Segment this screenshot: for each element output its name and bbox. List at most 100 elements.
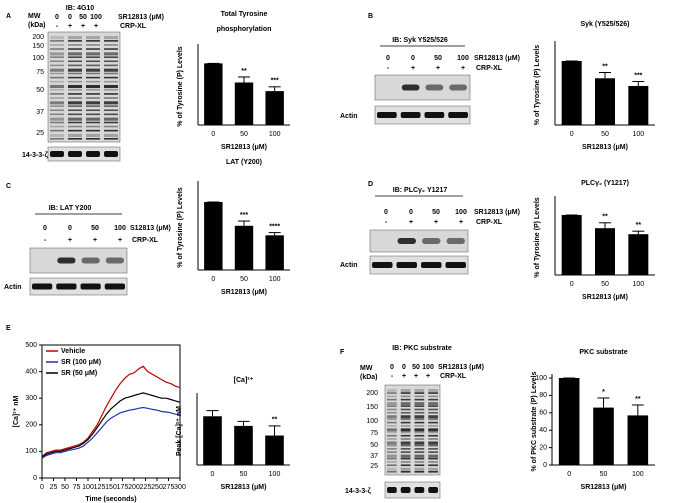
blot-band: [428, 425, 438, 427]
mw-unit: (kDa): [360, 374, 378, 381]
x-axis-label: SR12813 (μM): [221, 289, 267, 296]
blot-band: [104, 93, 118, 95]
x-tick-label: 50: [601, 281, 609, 288]
x-tick-label: 50: [600, 471, 608, 478]
loading-band: [372, 262, 393, 268]
blot-band: [68, 64, 82, 67]
blot-band: [428, 395, 438, 398]
blot-band: [387, 441, 397, 445]
treatment-label: SR12813 (μM): [474, 55, 520, 62]
stim-label: +: [426, 373, 430, 380]
blot-band: [425, 84, 444, 91]
bar: [204, 202, 223, 270]
blot-band: [400, 471, 411, 473]
blot-band: [50, 60, 64, 63]
blot-band: [414, 441, 425, 445]
bar: [627, 415, 649, 465]
bar: [561, 61, 582, 125]
blot-band: [400, 411, 411, 414]
blot-band: [68, 60, 82, 63]
blot-band: [50, 68, 64, 72]
blot-band: [400, 454, 411, 458]
y-tick-label: 20: [539, 444, 547, 451]
significance: ****: [269, 223, 280, 230]
blot-band: [104, 121, 118, 124]
blot-band: [68, 105, 82, 107]
blot-band: [414, 411, 425, 414]
blot-band: [104, 44, 118, 46]
y-axis-label: Peak [Ca]²⁺ nM: [176, 406, 183, 456]
blot-band: [414, 389, 425, 393]
blot-band: [50, 93, 64, 95]
x-tick-label: 175: [117, 484, 129, 491]
blot-band: [105, 257, 124, 264]
blot-band: [68, 84, 82, 89]
blot-band: [428, 428, 438, 432]
loading-band: [104, 151, 118, 157]
bar: [234, 425, 253, 465]
blot-band: [104, 76, 118, 79]
y-tick-label: 500: [25, 342, 37, 349]
bar: [203, 416, 222, 465]
bar: [265, 91, 284, 125]
x-tick-label: 100: [269, 131, 281, 138]
blot-band: [86, 133, 100, 138]
blot-band: [86, 68, 100, 72]
blot-band: [414, 471, 425, 473]
loading-label: 14-3-3-ζ: [22, 152, 49, 159]
blot-band: [68, 133, 82, 138]
error-bar: [268, 86, 281, 92]
blot-band: [400, 434, 411, 437]
blot-band: [428, 418, 438, 421]
stim-label: +: [93, 237, 97, 244]
y-tick-label: 100: [25, 448, 37, 455]
blot-band: [50, 97, 64, 99]
blot-band: [86, 40, 100, 42]
blot-band: [387, 471, 397, 473]
blot-band: [414, 461, 425, 463]
mw-marker: 50: [370, 442, 378, 449]
x-tick-label: 0: [211, 471, 215, 478]
blot-band: [68, 80, 82, 83]
lane-label: 100: [455, 209, 467, 216]
blot-band: [104, 117, 118, 121]
y-tick-label: 400: [25, 368, 37, 375]
blot-band: [414, 405, 425, 407]
y-tick-label: 200: [25, 422, 37, 429]
x-tick-label: 50: [601, 131, 609, 138]
blot-band: [68, 93, 82, 95]
blot-band: [68, 97, 82, 99]
blot-band: [86, 113, 100, 116]
blot-band: [387, 457, 397, 460]
stimulation-label: CRP-XL: [440, 373, 467, 380]
loading-band: [32, 283, 53, 290]
blot-band: [50, 44, 64, 46]
blot-band: [414, 398, 425, 401]
blot-band: [50, 64, 64, 67]
lane-label: 0: [68, 225, 72, 232]
blot-band: [86, 138, 100, 140]
error-bar: [237, 420, 250, 426]
lane-label: 50: [91, 225, 99, 232]
blot-band: [50, 109, 64, 112]
blot-band: [387, 434, 397, 437]
bar: [234, 82, 254, 125]
treatment-label: SR12813 (μM): [474, 209, 520, 216]
blot-band: [81, 257, 100, 264]
lane-label: 50: [79, 14, 87, 21]
panel-letter: D: [368, 181, 373, 188]
blot-band: [387, 408, 397, 411]
blot-band: [50, 89, 64, 91]
loading-blot: [369, 255, 469, 275]
error-bar: [632, 230, 645, 235]
loading-band: [387, 487, 397, 493]
mw-marker: 37: [36, 109, 44, 116]
stim-label: +: [409, 219, 413, 226]
blot-band: [428, 421, 438, 424]
blot-band: [400, 415, 411, 419]
mw-marker: 25: [36, 130, 44, 137]
blot-band: [414, 448, 425, 450]
error-bar: [206, 410, 219, 417]
bar: [595, 228, 615, 275]
blot-band: [104, 64, 118, 67]
